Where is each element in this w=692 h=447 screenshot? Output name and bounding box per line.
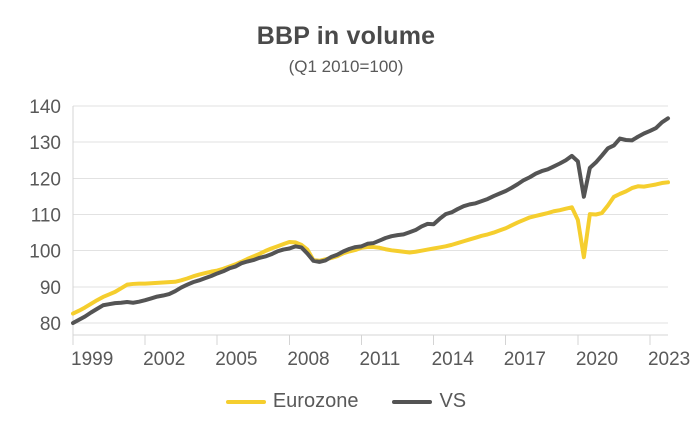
x-axis-tick-label: 2023 — [648, 349, 690, 370]
chart-subtitle: (Q1 2010=100) — [288, 57, 404, 76]
x-axis-labels-group: 1999 2002 2005 2008 2011 2014 2017 2020 2023 — [71, 335, 690, 370]
x-axis-tick-label: 1999 — [71, 349, 113, 370]
x-axis-tick-label: 2002 — [143, 349, 185, 370]
x-axis-tick-label: 2011 — [359, 349, 400, 370]
y-axis-tick-label: 140 — [29, 97, 61, 118]
y-axis-tick-label: 90 — [40, 278, 61, 299]
x-axis-tick-label: 2014 — [432, 349, 475, 370]
series-line-vs — [71, 116, 670, 325]
gridlines-group — [72, 105, 668, 336]
legend-label-vs: VS — [439, 390, 467, 412]
y-axis-tick-label: 120 — [29, 169, 61, 190]
y-axis-tick-label: 110 — [31, 206, 61, 227]
data-series-group — [71, 116, 670, 325]
y-axis-labels-group: 80 90 100 110 120 130 140 — [29, 97, 61, 335]
y-axis-tick-label: 80 — [40, 314, 61, 335]
x-axis-tick-label: 2017 — [504, 349, 546, 370]
x-axis-tick-label: 2008 — [287, 349, 329, 370]
legend-item-vs: VS — [392, 390, 466, 413]
series-line-eurozone — [71, 180, 670, 316]
legend-item-eurozone: Eurozone — [225, 390, 359, 413]
legend-swatch-vs — [392, 399, 433, 404]
chart-legend: Eurozone VS — [0, 390, 692, 413]
legend-label-eurozone: Eurozone — [272, 390, 359, 412]
y-axis-tick-label: 100 — [29, 242, 61, 263]
y-axis-tick-label: 130 — [29, 133, 61, 154]
chart-title: BBP in volume — [256, 22, 436, 50]
x-axis-tick-label: 2005 — [215, 349, 257, 370]
legend-swatch-eurozone — [225, 399, 266, 404]
x-axis-tick-label: 2020 — [576, 349, 618, 370]
